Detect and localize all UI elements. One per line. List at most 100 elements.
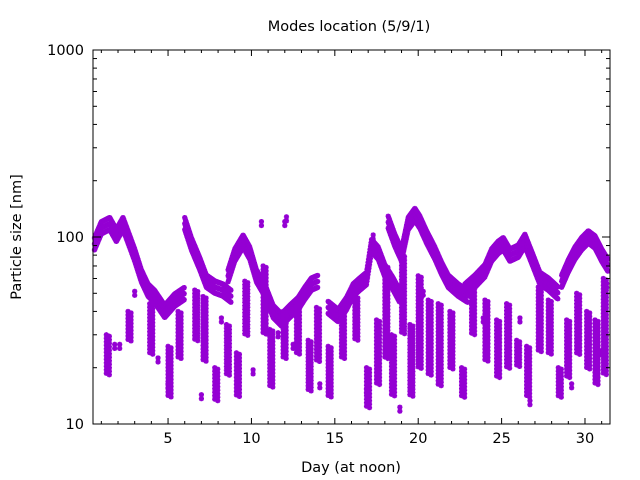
data-point: [527, 380, 533, 386]
data-point: [150, 327, 156, 333]
data-point: [376, 325, 383, 332]
data-point: [308, 388, 314, 394]
data-point: [496, 332, 503, 339]
data-point: [428, 354, 434, 361]
data-point: [407, 364, 413, 370]
data-point: [447, 350, 453, 357]
data-point: [435, 346, 441, 352]
data-point: [450, 331, 456, 337]
data-point: [325, 392, 331, 398]
data-point: [341, 338, 348, 344]
data-point: [496, 367, 503, 374]
data-point: [242, 299, 248, 305]
data-point: [480, 315, 486, 321]
data-point: [260, 294, 266, 301]
data-point: [165, 389, 171, 395]
data-point: [106, 372, 112, 378]
data-point: [325, 385, 331, 391]
data-point: [341, 331, 348, 337]
data-point: [435, 336, 441, 342]
data-point: [388, 391, 395, 397]
data-point: [401, 285, 408, 291]
data-point: [584, 364, 590, 371]
data-point: [435, 318, 441, 324]
data-point: [595, 371, 601, 377]
data-point: [603, 287, 609, 294]
data-point: [245, 301, 251, 307]
data-point: [280, 333, 286, 339]
data-point: [382, 287, 388, 294]
data-point: [425, 363, 431, 370]
data-point: [260, 322, 266, 329]
data-point: [341, 310, 348, 316]
data-point: [595, 332, 601, 339]
data-point: [435, 343, 441, 349]
data-point: [263, 317, 269, 323]
data-point: [150, 341, 156, 347]
data-point: [517, 349, 523, 355]
data-point: [407, 367, 413, 373]
data-point: [574, 350, 580, 356]
data-point: [458, 379, 465, 385]
data-point: [471, 282, 478, 289]
data-point: [223, 343, 230, 349]
data-point: [363, 393, 370, 399]
data-point: [574, 325, 580, 331]
data-point: [328, 366, 334, 372]
data-point: [587, 331, 593, 337]
data-point: [376, 360, 383, 367]
data-point: [418, 309, 424, 315]
data-point: [418, 337, 424, 343]
data-point: [263, 299, 269, 306]
data-point: [482, 346, 488, 352]
data-point: [428, 309, 434, 315]
data-point: [420, 292, 426, 298]
data-point: [555, 372, 561, 378]
data-point: [438, 348, 444, 354]
data-point: [567, 367, 573, 374]
data-point: [226, 355, 233, 361]
data-point: [584, 308, 590, 315]
data-point: [316, 344, 323, 351]
data-point: [438, 372, 444, 378]
data-point: [517, 356, 523, 362]
data-point: [200, 343, 206, 349]
data-point: [328, 348, 334, 354]
x-tick-label: 15: [326, 431, 344, 447]
data-point: [507, 365, 513, 371]
data-point: [215, 391, 221, 397]
data-point: [438, 330, 444, 336]
data-point: [507, 337, 513, 343]
data-point: [603, 322, 609, 329]
data-point: [524, 375, 530, 381]
data-point: [382, 315, 388, 322]
data-point: [527, 369, 533, 375]
data-point: [410, 355, 416, 361]
data-point: [425, 311, 431, 317]
data-point: [401, 310, 408, 316]
data-point: [263, 268, 269, 274]
data-point: [482, 325, 488, 331]
data-point: [577, 295, 583, 301]
data-point: [435, 301, 441, 307]
data-point: [103, 370, 109, 376]
data-point: [305, 337, 311, 343]
data-point: [168, 376, 174, 382]
data-point: [418, 299, 424, 305]
data-point: [305, 369, 311, 375]
data-point: [485, 312, 491, 319]
data-point: [545, 300, 551, 307]
data-point: [398, 315, 405, 321]
data-point: [270, 349, 276, 355]
data-point: [415, 322, 421, 328]
data-point: [401, 303, 408, 309]
data-point: [388, 367, 395, 373]
data-point: [493, 341, 500, 348]
data-point: [125, 326, 131, 332]
data-point: [212, 389, 218, 395]
data-point: [385, 355, 391, 362]
data-point: [223, 325, 230, 331]
data-point: [493, 320, 500, 327]
y-tick-label: 1000: [47, 43, 84, 59]
data-point: [398, 308, 405, 314]
